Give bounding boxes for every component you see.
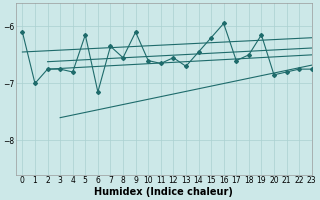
X-axis label: Humidex (Indice chaleur): Humidex (Indice chaleur) (94, 187, 233, 197)
